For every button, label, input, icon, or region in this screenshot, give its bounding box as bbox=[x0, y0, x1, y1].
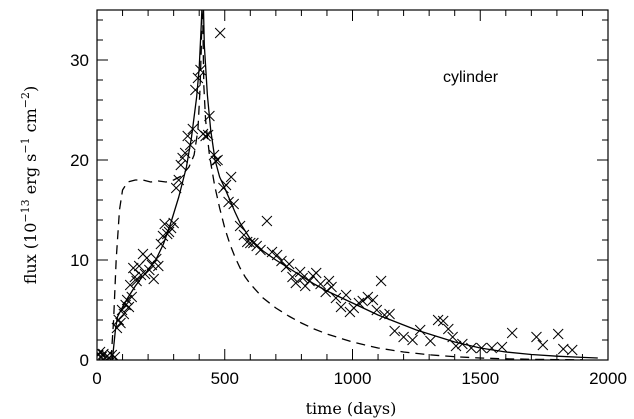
data-point bbox=[330, 292, 342, 304]
x-tick-label: 1000 bbox=[334, 369, 372, 388]
data-point bbox=[159, 218, 171, 230]
data-point bbox=[175, 159, 187, 171]
data-point bbox=[357, 295, 369, 307]
tick-labels: 0 500 1000 1500 2000 0 10 20 30 bbox=[70, 51, 627, 388]
data-point bbox=[255, 244, 266, 256]
data-point bbox=[531, 331, 542, 343]
data-point bbox=[126, 291, 138, 303]
data-point bbox=[148, 273, 160, 285]
y-label-exp3: −2 bbox=[19, 92, 32, 108]
data-points bbox=[97, 27, 578, 360]
data-point bbox=[414, 324, 426, 336]
data-point bbox=[238, 229, 250, 241]
data-point bbox=[310, 267, 322, 279]
data-point bbox=[98, 348, 109, 360]
y-tick-label: 30 bbox=[70, 51, 89, 70]
data-point bbox=[323, 275, 335, 287]
y-tick-label: 0 bbox=[80, 351, 89, 370]
data-point bbox=[287, 271, 298, 283]
data-point bbox=[129, 271, 141, 283]
data-point bbox=[506, 327, 518, 339]
x-tick-label: 2000 bbox=[589, 369, 627, 388]
x-tick-label: 500 bbox=[211, 369, 239, 388]
y-label-mid1: erg s bbox=[21, 154, 40, 200]
data-point bbox=[425, 335, 436, 347]
data-point bbox=[389, 325, 401, 337]
data-point bbox=[141, 252, 153, 264]
data-point bbox=[135, 269, 147, 281]
data-point bbox=[557, 343, 569, 355]
axis-ticks bbox=[96, 10, 609, 361]
data-point bbox=[131, 275, 142, 287]
dashed-model-curve bbox=[97, 10, 583, 360]
data-point bbox=[398, 331, 409, 343]
data-point bbox=[407, 334, 418, 346]
data-point bbox=[283, 258, 295, 270]
data-point bbox=[566, 344, 578, 356]
data-point bbox=[177, 152, 188, 164]
data-point bbox=[537, 339, 549, 351]
data-point bbox=[190, 84, 201, 96]
y-label-exp1: −13 bbox=[19, 199, 32, 222]
y-label-exp2: −1 bbox=[19, 137, 32, 153]
data-point bbox=[371, 304, 383, 316]
data-point bbox=[113, 314, 125, 326]
x-tick-label: 1500 bbox=[461, 369, 499, 388]
data-point bbox=[152, 260, 164, 272]
data-point bbox=[123, 301, 135, 313]
x-tick-label: 0 bbox=[92, 369, 101, 388]
data-point bbox=[315, 278, 326, 290]
data-point bbox=[200, 130, 211, 142]
y-tick-label: 20 bbox=[70, 151, 89, 170]
data-point bbox=[326, 281, 337, 293]
plot-area bbox=[97, 10, 598, 360]
data-point bbox=[335, 301, 347, 313]
solid-model-curve bbox=[97, 10, 598, 360]
data-point bbox=[244, 237, 256, 249]
data-point bbox=[367, 294, 379, 306]
data-point bbox=[261, 215, 273, 227]
data-point bbox=[294, 266, 306, 278]
data-point bbox=[353, 297, 365, 309]
data-point bbox=[214, 27, 226, 39]
data-point bbox=[276, 255, 287, 267]
data-point bbox=[552, 328, 564, 340]
model-annotation: cylinder bbox=[443, 69, 499, 86]
data-point bbox=[486, 342, 498, 354]
data-point bbox=[290, 277, 302, 289]
y-label-suffix: ) bbox=[21, 86, 40, 92]
data-point bbox=[168, 217, 180, 229]
y-tick-label: 10 bbox=[70, 251, 89, 270]
y-label-prefix: flux (10 bbox=[21, 223, 40, 285]
data-point bbox=[384, 308, 395, 320]
data-point bbox=[362, 291, 374, 303]
y-axis-label: flux (10−13 erg s−1 cm−2) bbox=[19, 86, 40, 285]
data-point bbox=[220, 179, 232, 191]
data-point bbox=[375, 275, 387, 287]
data-point bbox=[437, 315, 449, 327]
y-label-mid2: cm bbox=[21, 108, 40, 137]
data-point bbox=[442, 323, 454, 335]
x-axis-label: time (days) bbox=[306, 399, 397, 418]
data-point bbox=[225, 171, 237, 183]
